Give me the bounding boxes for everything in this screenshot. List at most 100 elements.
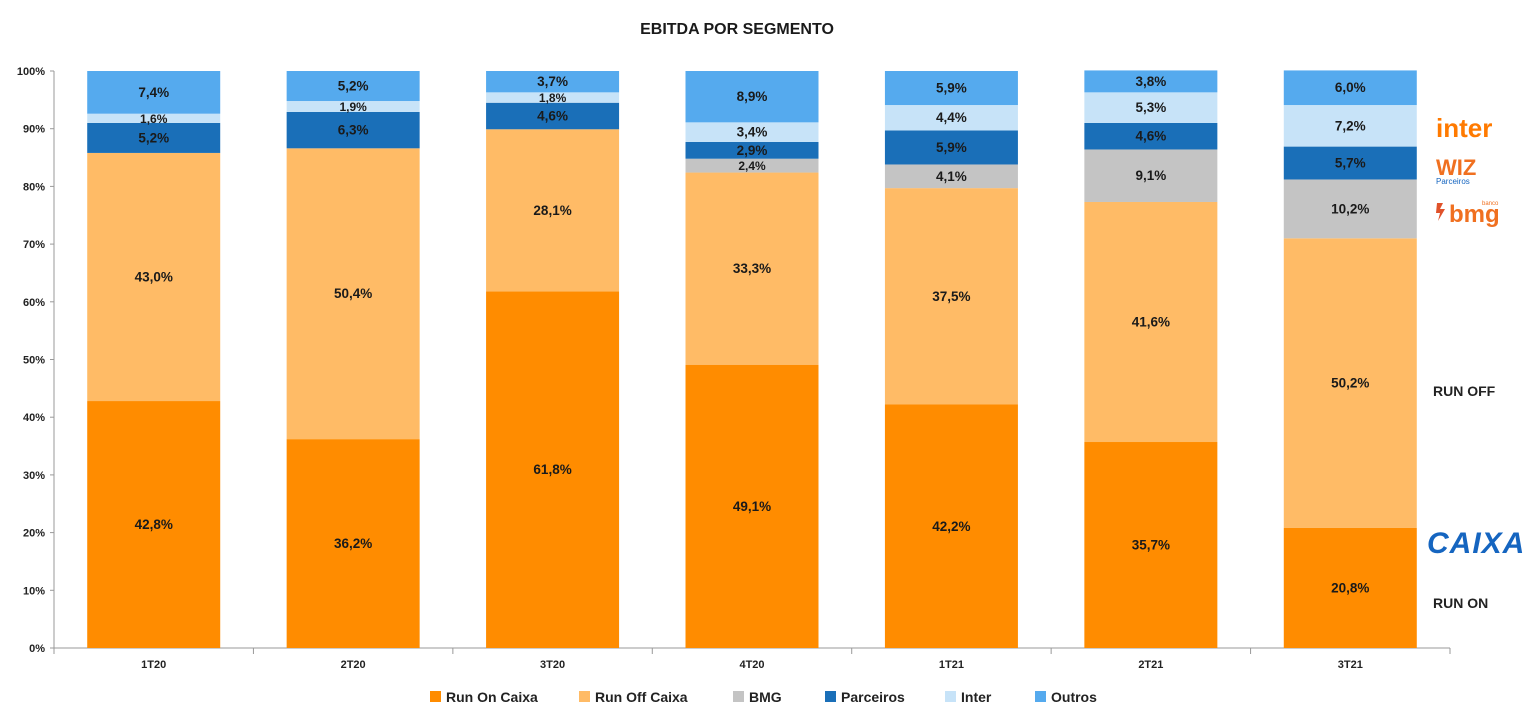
- bar-segment-parceiros: [1283, 146, 1417, 180]
- y-tick-label: 0%: [29, 643, 45, 655]
- bar-segment-bmg: [1084, 149, 1218, 202]
- data-label: 4,6%: [1135, 129, 1166, 144]
- data-label: 6,0%: [1335, 80, 1366, 95]
- data-label: 43,0%: [135, 269, 173, 284]
- data-label: 3,7%: [537, 74, 568, 89]
- data-label: 61,8%: [533, 462, 571, 477]
- chart-legend: Run On Caixa Run Off Caixa BMG Parceiros Int…: [430, 689, 1097, 705]
- y-tick-label: 50%: [23, 355, 45, 367]
- data-label: 35,7%: [1132, 538, 1170, 553]
- data-label: 36,2%: [334, 536, 372, 551]
- bar-segment-outros: [1283, 70, 1417, 106]
- bar-segment-run-off-caixa: [685, 172, 819, 365]
- bar-segment-run-on-caixa: [87, 401, 221, 648]
- bar-segment-run-on-caixa: [1084, 442, 1218, 648]
- data-label: 20,8%: [1331, 580, 1369, 595]
- bar-segment-parceiros: [87, 122, 221, 153]
- data-label: 42,8%: [135, 517, 173, 532]
- data-label: 3,8%: [1135, 74, 1166, 89]
- data-label: 7,4%: [138, 85, 169, 100]
- bar-segment-run-on-caixa: [685, 364, 819, 648]
- data-label: 42,2%: [932, 519, 970, 534]
- run-off-annotation: RUN OFF: [1433, 383, 1496, 399]
- data-label: 50,2%: [1331, 376, 1369, 391]
- data-label: 4,1%: [936, 169, 967, 184]
- x-tick-label: 4T20: [739, 659, 764, 671]
- data-label: 5,9%: [936, 140, 967, 155]
- legend-swatch: [579, 691, 590, 702]
- bar-segment-run-on-caixa: [486, 291, 620, 648]
- x-tick-label: 2T20: [341, 659, 366, 671]
- data-label: 9,1%: [1135, 168, 1166, 183]
- bar-segment-run-off-caixa: [1084, 201, 1218, 443]
- y-tick-label: 30%: [23, 470, 45, 482]
- bar-segment-outros: [286, 71, 420, 102]
- data-label: 6,3%: [338, 123, 369, 138]
- chart-title: EBITDA POR SEGMENTO: [640, 21, 834, 38]
- bar-segment-inter: [1084, 92, 1218, 123]
- x-tick-label: 3T20: [540, 659, 565, 671]
- data-label: 2,9%: [737, 143, 768, 158]
- bar-segment-outros: [1084, 70, 1218, 93]
- bar-segment-inter: [884, 105, 1018, 131]
- bar-segment-parceiros: [486, 102, 620, 130]
- caixa-logo: CAIXA: [1427, 527, 1525, 560]
- bar-segment-bmg: [1283, 179, 1417, 239]
- legend-swatch: [945, 691, 956, 702]
- bar-segment-inter: [486, 92, 620, 103]
- legend-swatch: [825, 691, 836, 702]
- chart-bars: 42,8% 43,0% 5,2% 1,6% 7,4% 36,2% 50,4% 6,3% 1,9%…: [87, 70, 1417, 648]
- legend-label: Run On Caixa: [446, 689, 538, 705]
- data-label: 5,3%: [1135, 100, 1166, 115]
- data-label: 49,1%: [733, 499, 771, 514]
- data-label: 28,1%: [533, 203, 571, 218]
- bar-segment-run-on-caixa: [884, 404, 1018, 648]
- x-tick-label: 2T21: [1138, 659, 1163, 671]
- y-tick-label: 80%: [23, 181, 45, 193]
- data-label: 5,2%: [138, 130, 169, 145]
- legend-label: Outros: [1051, 689, 1097, 705]
- bar-segment-run-off-caixa: [486, 129, 620, 292]
- legend-swatch: [733, 691, 744, 702]
- bar-segment-run-off-caixa: [87, 152, 221, 402]
- svg-text:banco: banco: [1482, 201, 1499, 207]
- data-label: 5,9%: [936, 81, 967, 96]
- legend-label: Inter: [961, 689, 992, 705]
- data-label: 33,3%: [733, 261, 771, 276]
- data-label: 8,9%: [737, 89, 768, 104]
- y-tick-label: 100%: [17, 66, 45, 78]
- bar-segment-parceiros: [884, 130, 1018, 165]
- run-on-annotation: RUN ON: [1433, 595, 1488, 611]
- bmg-logo: bmg banco: [1436, 201, 1500, 228]
- bar-segment-run-on-caixa: [1283, 527, 1417, 648]
- y-tick-label: 20%: [23, 528, 45, 540]
- bar-segment-inter: [87, 113, 221, 123]
- data-label: 1,8%: [539, 91, 567, 105]
- y-tick-label: 70%: [23, 239, 45, 251]
- svg-text:Parceiros: Parceiros: [1436, 177, 1470, 186]
- inter-logo: inter: [1436, 113, 1492, 143]
- bar-segment-inter: [685, 122, 819, 142]
- svg-text:CAIXA: CAIXA: [1427, 527, 1525, 560]
- bar-segment-bmg: [884, 164, 1018, 189]
- bar-segment-parceiros: [286, 111, 420, 149]
- bar-segment-outros: [685, 71, 819, 123]
- data-label: 5,7%: [1335, 156, 1366, 171]
- data-label: 7,2%: [1335, 118, 1366, 133]
- data-label: 50,4%: [334, 286, 372, 301]
- wiz-logo: WIZ Parceiros: [1436, 155, 1476, 186]
- legend-label: Parceiros: [841, 689, 905, 705]
- data-label: 2,4%: [738, 159, 766, 173]
- x-tick-label: 3T21: [1338, 659, 1363, 671]
- bar-segment-run-off-caixa: [286, 148, 420, 440]
- bar-segment-run-on-caixa: [286, 439, 420, 648]
- svg-text:inter: inter: [1436, 113, 1492, 143]
- data-label: 1,6%: [140, 112, 168, 126]
- svg-text:bmg: bmg: [1449, 201, 1500, 228]
- bar-segment-outros: [884, 71, 1018, 106]
- y-tick-label: 40%: [23, 412, 45, 424]
- legend-label: Run Off Caixa: [595, 689, 688, 705]
- data-label: 1,9%: [339, 100, 367, 114]
- data-label: 4,4%: [936, 110, 967, 125]
